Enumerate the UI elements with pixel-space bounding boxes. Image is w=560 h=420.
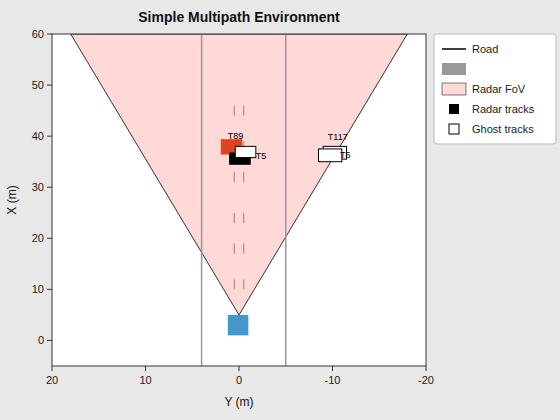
x-tick <box>426 366 427 371</box>
road-edge <box>201 34 203 366</box>
legend-label: Radar FoV <box>472 83 526 95</box>
y-axis-label: X (m) <box>5 185 19 214</box>
legend-swatch <box>449 124 459 134</box>
plot-frame <box>52 34 426 366</box>
lane-dash <box>234 106 236 116</box>
x-tick-label: -20 <box>418 374 434 386</box>
track-label: T5 <box>256 151 267 161</box>
x-axis-label: Y (m) <box>224 395 253 409</box>
object-rect <box>228 315 249 335</box>
y-tick-label: 30 <box>32 181 44 193</box>
lane-dash <box>234 172 236 182</box>
x-tick-label: 10 <box>139 374 151 386</box>
legend: Road Radar FoV Radar tracks Ghost tracks <box>434 34 556 144</box>
x-tick <box>145 366 146 371</box>
y-tick <box>47 85 52 86</box>
lane-dash <box>243 172 245 182</box>
lane-dash <box>234 279 236 289</box>
chart: 20 10 0 -10 -20 0 10 20 30 40 50 60 T89 T5 T117 T6 Simpl… <box>0 0 560 420</box>
lane-dash <box>243 243 245 253</box>
lane-dash <box>243 213 245 223</box>
y-tick <box>47 340 52 341</box>
track-label: T117 <box>328 132 348 142</box>
legend-label: Ghost tracks <box>472 123 534 135</box>
road-edge <box>285 34 287 366</box>
y-tick <box>47 136 52 137</box>
y-tick <box>47 187 52 188</box>
legend-label: Road <box>472 43 498 55</box>
x-tick <box>332 366 333 371</box>
legend-swatch <box>442 83 466 95</box>
y-tick <box>47 289 52 290</box>
y-tick-label: 60 <box>32 28 44 40</box>
legend-swatch <box>449 104 459 114</box>
x-tick <box>52 366 53 371</box>
track-label: T89 <box>228 131 244 141</box>
legend-label: Radar tracks <box>472 103 535 115</box>
title: Simple Multipath Environment <box>138 9 340 25</box>
y-tick-label: 20 <box>32 232 44 244</box>
lane-dash <box>243 106 245 116</box>
y-tick <box>47 238 52 239</box>
legend-swatch <box>442 63 466 75</box>
x-tick <box>239 366 240 371</box>
y-tick-label: 0 <box>38 334 44 346</box>
y-tick <box>47 34 52 35</box>
y-tick-label: 10 <box>32 283 44 295</box>
x-tick-label: 20 <box>46 374 58 386</box>
object-rect <box>318 149 341 162</box>
x-tick-label: 0 <box>236 374 242 386</box>
legend-swatch <box>442 48 466 50</box>
lane-dash <box>234 213 236 223</box>
y-tick-label: 50 <box>32 79 44 91</box>
object-rect <box>235 146 256 157</box>
legend-frame <box>434 34 556 144</box>
track-label: T6 <box>340 150 351 160</box>
lane-dash <box>243 279 245 289</box>
x-tick-label: -10 <box>325 374 341 386</box>
marks <box>71 34 408 366</box>
plot-background <box>52 34 426 366</box>
y-tick-label: 40 <box>32 130 44 142</box>
fov-area <box>71 34 408 315</box>
lane-dash <box>234 243 236 253</box>
